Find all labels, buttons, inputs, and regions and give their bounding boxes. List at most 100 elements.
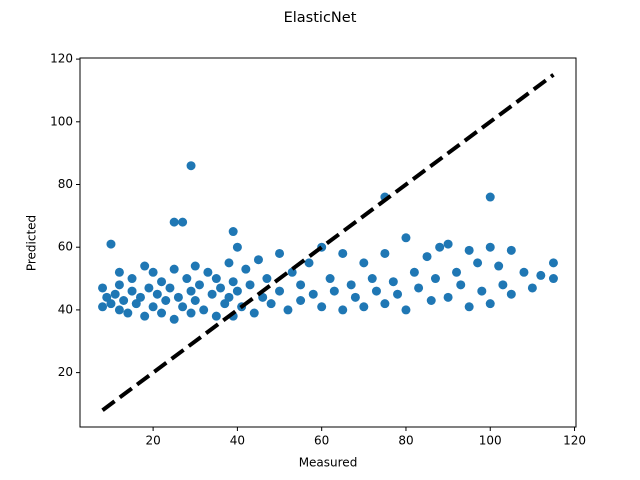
point xyxy=(186,161,196,171)
point xyxy=(304,258,314,268)
point xyxy=(527,283,537,293)
point xyxy=(388,277,398,287)
point xyxy=(114,280,124,290)
point xyxy=(224,292,234,302)
point xyxy=(338,248,348,258)
point xyxy=(426,295,436,305)
y-tick-label: 100 xyxy=(50,114,73,128)
point xyxy=(228,277,238,287)
point xyxy=(275,248,285,258)
point xyxy=(148,267,158,277)
point xyxy=(140,311,150,321)
point xyxy=(346,280,356,290)
reference-line xyxy=(101,73,555,412)
point xyxy=(393,289,403,299)
point xyxy=(262,274,272,284)
chart-title: ElasticNet xyxy=(284,10,357,26)
point xyxy=(169,217,179,227)
point xyxy=(536,270,546,280)
point xyxy=(325,274,335,284)
point xyxy=(485,299,495,309)
x-tick-label: 20 xyxy=(145,434,160,448)
point xyxy=(241,264,251,274)
x-tick-label: 100 xyxy=(479,434,502,448)
point xyxy=(152,289,162,299)
point xyxy=(367,274,377,284)
point xyxy=(283,305,293,315)
point xyxy=(485,192,495,202)
point xyxy=(506,245,516,255)
plot-frame xyxy=(79,57,577,428)
point xyxy=(435,242,445,252)
point xyxy=(506,289,516,299)
y-tick-label: 120 xyxy=(50,52,73,66)
point xyxy=(123,308,133,318)
point xyxy=(519,267,529,277)
point xyxy=(548,274,558,284)
point xyxy=(148,302,158,312)
point xyxy=(186,286,196,296)
point xyxy=(456,280,466,290)
point xyxy=(135,292,145,302)
point xyxy=(190,261,200,271)
point xyxy=(211,274,221,284)
point xyxy=(127,274,137,284)
point xyxy=(371,286,381,296)
point xyxy=(199,305,209,315)
point xyxy=(422,252,432,262)
point xyxy=(232,242,242,252)
point xyxy=(114,305,124,315)
point xyxy=(106,299,116,309)
point xyxy=(401,233,411,243)
point xyxy=(430,274,440,284)
point xyxy=(186,308,196,318)
point xyxy=(494,261,504,271)
point xyxy=(173,292,183,302)
point xyxy=(380,248,390,258)
point xyxy=(182,274,192,284)
point xyxy=(329,286,339,296)
y-tick-label: 20 xyxy=(58,365,73,379)
point xyxy=(224,258,234,268)
x-tick-label: 60 xyxy=(314,434,329,448)
point xyxy=(498,280,508,290)
point xyxy=(409,267,419,277)
point xyxy=(548,258,558,268)
y-tick-label: 60 xyxy=(58,240,73,254)
point xyxy=(350,292,360,302)
point xyxy=(477,286,487,296)
point xyxy=(308,289,318,299)
point xyxy=(296,280,306,290)
point xyxy=(194,280,204,290)
point xyxy=(119,295,129,305)
point xyxy=(161,295,171,305)
point xyxy=(414,283,424,293)
point xyxy=(140,261,150,271)
point xyxy=(380,299,390,309)
point xyxy=(232,286,242,296)
point xyxy=(401,305,411,315)
point xyxy=(98,283,108,293)
point xyxy=(144,283,154,293)
point xyxy=(178,302,188,312)
point xyxy=(178,217,188,227)
point xyxy=(317,302,327,312)
point xyxy=(275,286,285,296)
point xyxy=(110,289,120,299)
point xyxy=(296,295,306,305)
x-tick-label: 80 xyxy=(398,434,413,448)
point xyxy=(169,264,179,274)
point xyxy=(157,277,167,287)
point xyxy=(228,227,238,237)
point xyxy=(106,239,116,249)
x-tick-label: 40 xyxy=(230,434,245,448)
point xyxy=(443,239,453,249)
point xyxy=(253,255,263,265)
point xyxy=(359,302,369,312)
point xyxy=(485,242,495,252)
point xyxy=(165,283,175,293)
point xyxy=(216,283,226,293)
point xyxy=(211,311,221,321)
point xyxy=(190,295,200,305)
